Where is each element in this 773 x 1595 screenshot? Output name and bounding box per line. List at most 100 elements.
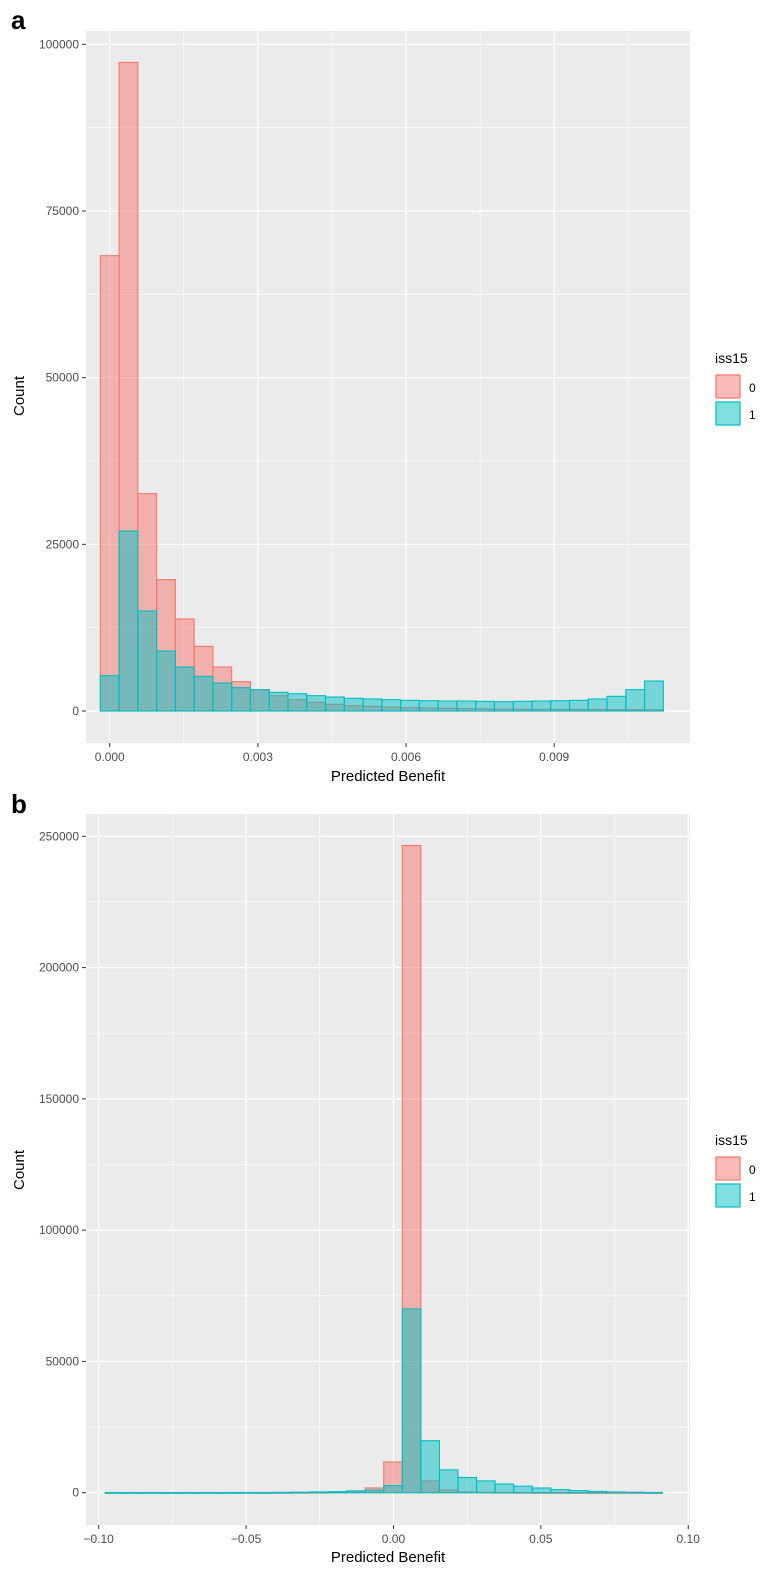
histogram-bar-series-1: [141, 1492, 162, 1494]
histogram-bar-series-1: [271, 1491, 292, 1494]
x-tick-label: 0.05: [529, 1532, 553, 1546]
histogram-bar-series-1: [197, 1492, 218, 1494]
histogram-bar-series-1: [212, 682, 233, 712]
histogram-bar-series-1: [287, 693, 308, 712]
x-tick-label: 0.009: [539, 750, 569, 764]
x-tick-label: 0.006: [391, 750, 421, 764]
histogram-bar-series-1: [308, 1491, 329, 1494]
x-tick-label: 0.00: [382, 1532, 406, 1546]
histogram-bar-series-1: [306, 695, 327, 712]
y-tick-label: 0: [72, 1486, 79, 1500]
histogram-bar-series-1: [118, 530, 139, 712]
histogram-bar-series-1: [268, 691, 289, 712]
histogram-bar-series-1: [420, 1440, 440, 1494]
y-tick-label: 200000: [39, 961, 79, 975]
histogram-bar-series-1: [400, 699, 420, 712]
histogram-bar-series-1: [437, 700, 458, 712]
histogram-bar-series-1: [99, 675, 120, 712]
panel-b-legend-key-0: [715, 1156, 741, 1181]
panel-a-y-ticks: 0 25000 50000 75000 100000: [39, 37, 86, 718]
histogram-bar-series-1: [606, 695, 627, 712]
panel-b-plot-background: [86, 814, 690, 1525]
panel-a-bars: [99, 61, 664, 712]
histogram-bar-series-1: [513, 1485, 533, 1494]
panel-a-legend: iss15 0 1: [715, 350, 756, 426]
histogram-bar-series-1: [234, 1491, 255, 1494]
panel-a: a 0.000 0.003 0.006 0.009 0 25000 50000 75000 1…: [11, 5, 756, 785]
x-tick-label: −0.10: [83, 1532, 114, 1546]
histogram-bar-series-1: [550, 1489, 570, 1494]
panel-a-legend-key-0: [715, 374, 741, 399]
panel-b: b −0.10 −0.05 0.00 0.05 0.10 0 50000 100000 150…: [11, 789, 756, 1566]
y-tick-label: 0: [72, 704, 79, 718]
y-tick-label: 100000: [39, 37, 79, 51]
histogram-bar-series-1: [418, 700, 439, 712]
histogram-bar-series-1: [568, 1490, 589, 1494]
histogram-bar-series-1: [364, 1489, 385, 1494]
histogram-bar-series-1: [606, 1491, 626, 1494]
panel-a-legend-label-0: 0: [749, 381, 756, 395]
histogram-bar-series-1: [512, 700, 533, 712]
panel-a-y-axis-title: Count: [11, 375, 28, 416]
histogram-bar-series-1: [587, 1490, 608, 1494]
panel-a-legend-title: iss15: [715, 350, 748, 366]
panel-b-y-axis-title: Count: [11, 1149, 28, 1190]
x-tick-label: −0.05: [231, 1532, 262, 1546]
panel-a-legend-label-1: 1: [749, 408, 756, 422]
histogram-bar-series-1: [625, 689, 646, 712]
histogram-bar-series-1: [550, 700, 571, 712]
histogram-bar-series-1: [381, 699, 402, 712]
x-tick-label: 0.10: [677, 1532, 701, 1546]
histogram-bar-series-0: [99, 255, 120, 712]
histogram-bar-series-1: [346, 1490, 366, 1494]
y-tick-label: 50000: [46, 1354, 80, 1368]
histogram-bar-series-1: [327, 1491, 348, 1494]
histogram-bar-series-1: [531, 700, 552, 712]
histogram-bar-series-1: [493, 701, 514, 712]
panel-b-bars: [104, 844, 663, 1494]
panel-b-legend-key-1: [715, 1183, 741, 1208]
histogram-bar-series-1: [587, 698, 608, 712]
panel-a-x-axis-title: Predicted Benefit: [331, 768, 446, 785]
histogram-bar-series-1: [343, 697, 364, 712]
panel-a-gridlines: [86, 31, 690, 743]
y-tick-label: 25000: [46, 537, 80, 551]
panel-b-y-ticks: 0 50000 100000 150000 200000 250000: [39, 829, 86, 1500]
panel-a-label: a: [11, 5, 26, 35]
histogram-bar-series-1: [290, 1491, 310, 1494]
y-tick-label: 150000: [39, 1092, 79, 1106]
histogram-bar-series-1: [249, 689, 270, 712]
y-tick-label: 75000: [46, 204, 80, 218]
histogram-bar-series-1: [216, 1492, 236, 1494]
histogram-bar-series-1: [174, 666, 195, 712]
histogram-bar-series-1: [193, 675, 214, 712]
histogram-bar-series-1: [476, 1480, 496, 1494]
histogram-bar-series-1: [624, 1491, 645, 1494]
histogram-bar-series-1: [383, 1485, 403, 1494]
histogram-bar-series-1: [643, 1491, 663, 1494]
histogram-bar-series-1: [531, 1487, 552, 1494]
histogram-bar-series-1: [438, 1469, 459, 1494]
y-tick-label: 50000: [46, 371, 80, 385]
y-tick-label: 250000: [39, 829, 79, 843]
y-tick-label: 100000: [39, 1223, 79, 1237]
x-tick-label: 0.000: [95, 750, 125, 764]
panel-a-x-ticks: 0.000 0.003 0.006 0.009: [95, 743, 570, 764]
histogram-bar-series-1: [644, 680, 664, 712]
panel-b-x-ticks: −0.10 −0.05 0.00 0.05 0.10: [83, 1525, 700, 1546]
panel-b-x-axis-title: Predicted Benefit: [331, 1549, 446, 1566]
histogram-bar-series-1: [231, 687, 252, 712]
x-tick-label: 0.003: [243, 750, 273, 764]
histogram-bar-series-1: [104, 1492, 125, 1494]
histogram-bar-series-1: [137, 610, 158, 712]
histogram-bar-series-1: [160, 1492, 180, 1494]
panel-b-legend: iss15 0 1: [715, 1132, 756, 1208]
histogram-bar-series-1: [568, 699, 589, 712]
histogram-bar-series-1: [456, 700, 477, 712]
panel-b-legend-label-1: 1: [749, 1190, 756, 1204]
panel-b-legend-title: iss15: [715, 1132, 748, 1148]
histogram-bar-series-1: [123, 1492, 143, 1494]
histogram-bar-series-1: [324, 696, 345, 712]
panel-a-legend-key-1: [715, 401, 741, 426]
